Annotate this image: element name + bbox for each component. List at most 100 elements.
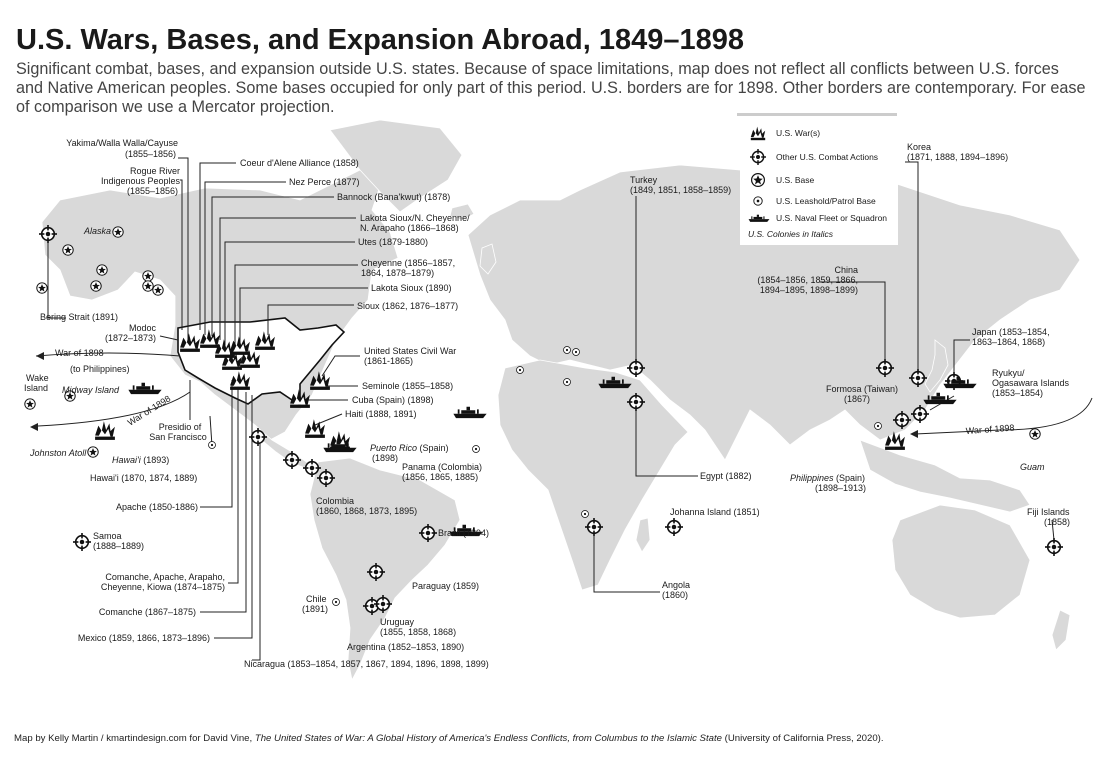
map-credit: Map by Kelly Martin / kmartindesign.com … bbox=[14, 733, 884, 744]
legend-row-fleet: U.S. Naval Fleet or Squadron bbox=[748, 210, 887, 226]
legend-row-leasehold: U.S. Leashold/Patrol Base bbox=[748, 193, 876, 209]
label-hawaii-it-name: Hawai'i bbox=[112, 455, 142, 465]
crosshair-icon bbox=[750, 149, 766, 165]
label-samoa-2: (1888–1889) bbox=[93, 541, 144, 551]
label-civilwar-1: United States Civil War bbox=[364, 346, 456, 356]
label-seminole: Seminole (1855–1858) bbox=[362, 381, 453, 391]
label-nezperce: Nez Perce (1877) bbox=[289, 177, 360, 187]
label-sioux: Sioux (1862, 1876–1877) bbox=[357, 301, 458, 311]
label-hawaii-it: Hawai'i (1893) bbox=[112, 455, 169, 465]
war-arrows bbox=[30, 352, 1093, 438]
label-panama-2: (1856, 1865, 1885) bbox=[402, 472, 478, 482]
label-paraguay: Paraguay (1859) bbox=[412, 581, 479, 591]
landmass-uk bbox=[479, 243, 497, 275]
leasehold-marker bbox=[581, 510, 589, 518]
label-ryukyu-1: Ryukyu/ bbox=[992, 368, 1025, 378]
landmass-africa bbox=[497, 359, 689, 591]
leasehold-marker bbox=[874, 422, 882, 430]
war-marker bbox=[95, 421, 115, 440]
label-formosa-2: (1867) bbox=[844, 394, 870, 404]
leasehold-marker bbox=[208, 441, 216, 449]
label-japan-1: Japan (1853–1854, bbox=[972, 327, 1050, 337]
legend-leasehold-label: U.S. Leashold/Patrol Base bbox=[776, 196, 876, 206]
label-philippines-rest: (Spain) bbox=[834, 473, 866, 483]
landmass-japan bbox=[924, 339, 949, 393]
base-marker bbox=[24, 398, 36, 410]
star-base-icon bbox=[750, 173, 766, 187]
label-cheyenne-2: 1864, 1878–1879) bbox=[361, 268, 434, 278]
credit-prefix: Map by Kelly Martin / kmartindesign.com … bbox=[14, 733, 255, 744]
legend-row-base: U.S. Base bbox=[748, 172, 814, 188]
label-uruguay-2: (1855, 1858, 1868) bbox=[380, 627, 456, 637]
label-fiji-2: (1858) bbox=[1044, 517, 1070, 527]
leasehold-marker bbox=[332, 598, 340, 606]
label-rogue-1: Rogue River bbox=[130, 166, 180, 176]
label-johnston: Johnston Atoll bbox=[29, 448, 87, 458]
land-masses bbox=[41, 119, 1081, 682]
label-bering: Bering Strait (1891) bbox=[40, 312, 118, 322]
label-comanche2-1: Comanche, Apache, Arapaho, bbox=[105, 572, 225, 582]
label-korea-1: Korea bbox=[907, 142, 931, 152]
landmass-iceland bbox=[449, 203, 475, 221]
label-war1898a: War of 1898 bbox=[55, 348, 104, 358]
fleet-marker bbox=[453, 406, 487, 419]
legend-row-war: U.S. War(s) bbox=[748, 125, 820, 141]
label-apache: Apache (1850-1886) bbox=[116, 502, 198, 512]
base-marker bbox=[87, 446, 99, 458]
label-yakima-1: Yakima/Walla Walla/Cayuse bbox=[66, 138, 178, 148]
landmass-usa bbox=[177, 317, 346, 407]
label-modoc-2: (1872–1873) bbox=[105, 333, 156, 343]
label-angola-1: Angola bbox=[662, 580, 690, 590]
map-title: U.S. Wars, Bases, and Expansion Abroad, … bbox=[16, 24, 744, 56]
label-formosa-1: Formosa (Taiwan) bbox=[826, 384, 898, 394]
label-turkey-2: (1849, 1851, 1858–1859) bbox=[630, 185, 731, 195]
legend-base-label: U.S. Base bbox=[776, 175, 815, 185]
label-wake-2: Island bbox=[24, 383, 48, 393]
label-haiti: Haiti (1888, 1891) bbox=[345, 409, 417, 419]
map-subtitle: Significant combat, bases, and expansion… bbox=[16, 60, 1086, 116]
label-samoa-1: Samoa bbox=[93, 531, 122, 541]
label-japan-2: 1863–1864, 1868) bbox=[972, 337, 1045, 347]
base-marker bbox=[96, 264, 108, 276]
landmass-new-zealand bbox=[1051, 609, 1071, 651]
label-alaska: Alaska bbox=[83, 226, 111, 236]
label-midway: Midway Island bbox=[62, 385, 120, 395]
label-rogue-2: Indigenous Peoples bbox=[101, 176, 181, 186]
landmass-southeast-asia bbox=[859, 439, 1031, 513]
label-puertorico-rest: (Spain) bbox=[417, 443, 449, 453]
base-marker bbox=[152, 284, 164, 296]
base-marker bbox=[62, 244, 74, 256]
landmass-south-america bbox=[309, 457, 461, 682]
label-panama-1: Panama (Colombia) bbox=[402, 462, 482, 472]
label-hawaii-it-year: (1893) bbox=[141, 455, 170, 465]
legend-top-rule bbox=[737, 113, 897, 116]
leader-lines bbox=[47, 157, 1055, 661]
label-brazil: Brazil (1894) bbox=[438, 528, 489, 538]
label-rogue-3: (1855–1856) bbox=[127, 186, 178, 196]
label-korea-2: (1871, 1888, 1894–1896) bbox=[907, 152, 1008, 162]
label-uruguay-1: Uruguay bbox=[380, 617, 415, 627]
label-puertorico: Puerto Rico (Spain) bbox=[370, 443, 449, 453]
legend: U.S. War(s) Other U.S. Combat Actions U.… bbox=[740, 121, 898, 245]
base-marker bbox=[90, 280, 102, 292]
label-yakima-2: (1855–1856) bbox=[125, 149, 176, 159]
leasehold-marker bbox=[563, 378, 571, 386]
landmass-madagascar bbox=[635, 517, 651, 553]
label-tophil: (to Philippines) bbox=[70, 364, 130, 374]
label-modoc-1: Modoc bbox=[129, 323, 157, 333]
legend-combat-label: Other U.S. Combat Actions bbox=[776, 152, 879, 162]
combat-marker bbox=[1045, 538, 1063, 556]
war-explosion-icon bbox=[750, 126, 766, 141]
label-utes: Utes (1879-1880) bbox=[358, 237, 428, 247]
label-cuba: Cuba (Spain) (1898) bbox=[352, 395, 434, 405]
combat-marker bbox=[73, 533, 91, 551]
label-chile-1: Chile bbox=[306, 594, 327, 604]
legend-war-label: U.S. War(s) bbox=[776, 128, 821, 138]
label-civilwar-2: (1861-1865) bbox=[364, 356, 413, 366]
label-philippines: Philippines (Spain) bbox=[790, 473, 865, 483]
warship-icon bbox=[748, 214, 770, 222]
label-angola-2: (1860) bbox=[662, 590, 688, 600]
fleet-marker bbox=[128, 382, 162, 395]
label-china-3: 1894–1895, 1898–1899) bbox=[760, 285, 858, 295]
